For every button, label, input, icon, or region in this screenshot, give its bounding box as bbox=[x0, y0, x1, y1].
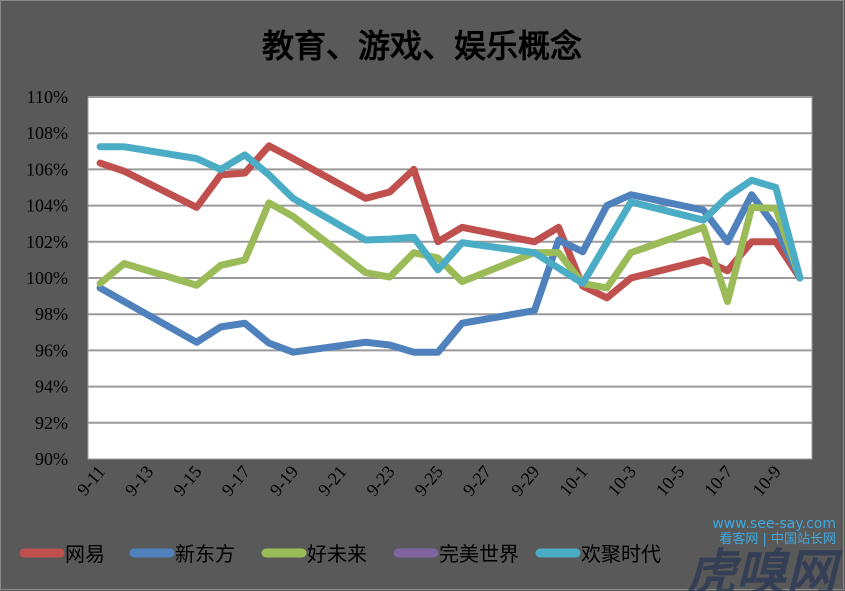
watermark-caption: 看客网 | 中国站长网 bbox=[719, 531, 836, 547]
y-tick-label: 102% bbox=[26, 232, 68, 252]
y-tick-label: 100% bbox=[26, 268, 68, 288]
y-tick-label: 108% bbox=[26, 123, 68, 143]
legend-label: 新东方 bbox=[175, 542, 235, 566]
y-tick-label: 98% bbox=[35, 304, 68, 324]
legend: 网易 新东方 好未来 完美世界 欢聚时代 bbox=[19, 542, 661, 566]
watermark-logo: 虎嗅网 bbox=[686, 544, 843, 591]
series-lines bbox=[96, 142, 804, 356]
legend-label: 好未来 bbox=[307, 542, 367, 566]
y-tick-label: 96% bbox=[35, 340, 68, 360]
watermark: www.see-say.com 看客网 | 中国站长网 虎嗅网 bbox=[686, 516, 843, 591]
y-tick-label: 110% bbox=[27, 87, 68, 107]
chart-title: 教育、游戏、娱乐概念 bbox=[262, 27, 582, 65]
legend-label: 完美世界 bbox=[439, 542, 519, 566]
y-tick-label: 92% bbox=[35, 413, 68, 433]
legend-label: 网易 bbox=[65, 542, 105, 566]
series-line-4 bbox=[96, 143, 804, 287]
legend-label: 欢聚时代 bbox=[581, 542, 661, 566]
y-tick-label: 104% bbox=[26, 196, 68, 216]
y-tick-label: 90% bbox=[35, 449, 68, 469]
y-axis-ticks: 90% 92% 94% 96% 98% 100% 102% 104% 106% 108% 110% bbox=[26, 87, 68, 469]
series-line-2 bbox=[96, 199, 804, 306]
y-tick-label: 94% bbox=[35, 377, 68, 397]
y-tick-label: 106% bbox=[26, 159, 68, 179]
series-line-1 bbox=[96, 191, 804, 356]
watermark-url: www.see-say.com bbox=[712, 516, 836, 532]
